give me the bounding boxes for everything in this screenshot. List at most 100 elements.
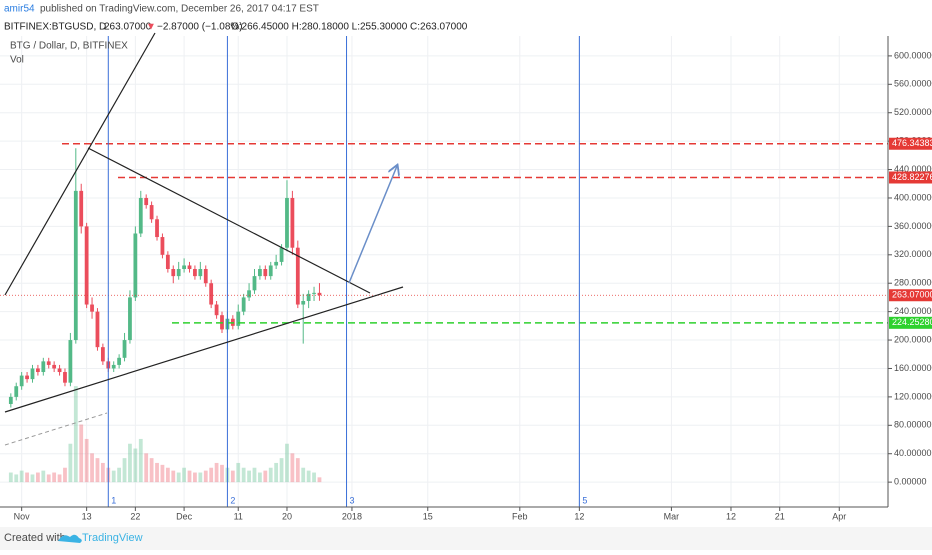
published: published on TradingView.com, December 2… (40, 4, 319, 15)
last-price: 263.07000 (104, 22, 152, 33)
candle-body (301, 300, 306, 305)
price-tag-label: 428.82276 (892, 172, 932, 182)
x-tick-label: Mar (664, 511, 680, 521)
plot: 1 2 3 5 (0, 36, 888, 507)
y-tick-label: 200.00000 (894, 334, 932, 344)
volume-bar (79, 424, 84, 483)
candle-body (241, 297, 246, 312)
volume-bar (100, 462, 105, 483)
candle-body (14, 386, 19, 397)
price-tag (889, 171, 932, 184)
y-tick-label: 560.00000 (894, 79, 932, 89)
candle-body (68, 340, 73, 383)
candle-body (128, 297, 132, 341)
candle-body (90, 304, 94, 312)
x-tick-label: 21 (775, 511, 785, 521)
price-tag (889, 316, 932, 329)
y-tick-label: 440.00000 (894, 164, 932, 174)
volume-bar (25, 472, 29, 483)
candle-body (46, 361, 51, 365)
price-tag-label: 476.34383 (892, 138, 932, 148)
volume-bar (52, 472, 57, 483)
candle-body (268, 265, 273, 277)
volume-bar (279, 458, 284, 483)
candle-body (73, 190, 78, 341)
candle-body (84, 226, 89, 305)
candle-body (63, 372, 67, 383)
volume-bar (306, 470, 311, 483)
candle-body (290, 197, 295, 248)
volume-bar (214, 462, 219, 483)
candle-body (30, 368, 35, 380)
grid (0, 36, 888, 507)
candle-body (214, 304, 219, 316)
y-tick-label: 400.00000 (894, 192, 932, 202)
candle-body (252, 276, 257, 291)
candle-body (279, 247, 284, 262)
candle-body (8, 396, 13, 404)
volume-bar (160, 464, 165, 483)
volume-bar (155, 462, 159, 483)
candle-body (306, 293, 311, 301)
volume-bar (73, 386, 78, 483)
footer-brand[interactable]: TradingView (82, 532, 143, 544)
x-tick-label: Dec (176, 511, 193, 521)
volume-bar (128, 443, 132, 483)
volume-bar (295, 458, 300, 483)
candle-body (155, 219, 159, 238)
candle-body (236, 311, 241, 326)
candle-body (182, 265, 186, 270)
y-tick-label: 600.00000 (894, 50, 932, 60)
candle-body (144, 197, 149, 206)
candle-body (19, 375, 24, 387)
trend-line (87, 147, 371, 294)
candle-body (133, 233, 138, 298)
candle-body (198, 269, 203, 277)
volume-bar (19, 470, 24, 483)
y-tick-label: 320.00000 (894, 249, 932, 259)
volume-bar (63, 467, 67, 483)
candle-body (25, 375, 29, 380)
candle-body (187, 265, 192, 270)
candle-body (41, 361, 46, 373)
volume-bar (290, 453, 295, 483)
footer-bar (0, 527, 932, 550)
trend-line (4, 286, 404, 413)
candle-body (295, 247, 300, 305)
x-tick-label: Feb (512, 511, 528, 521)
author[interactable]: amir54 (4, 4, 35, 15)
candle-body (263, 269, 268, 277)
y-tick-label: 280.00000 (894, 278, 932, 288)
candle-body (100, 347, 105, 362)
change: −2.87000 (−1.08%) (157, 22, 243, 33)
volume-bar (95, 458, 100, 483)
price-tag (889, 137, 932, 150)
candle-body (95, 311, 100, 348)
volume-bar (247, 470, 251, 483)
y-tick-label: 120.00000 (894, 391, 932, 401)
candle-body (79, 190, 84, 227)
volume-bar (30, 474, 35, 483)
y-tick-label: 240.00000 (894, 306, 932, 316)
volume-bar (193, 472, 197, 483)
volume-bar (198, 472, 203, 483)
candle-body (165, 254, 170, 270)
x-tick-label: 12 (574, 511, 584, 521)
volume-bar (241, 467, 246, 483)
price-tag-label: 263.07000 (892, 290, 932, 300)
volume-bar (236, 462, 241, 483)
candle-body (149, 205, 154, 220)
x-tick-label: 22 (130, 511, 140, 521)
trend-line (4, 32, 156, 296)
trend-line (4, 412, 108, 446)
volume-bar (182, 467, 186, 483)
x-tick-label: 13 (82, 511, 92, 521)
volume-bar (258, 472, 262, 483)
x-tick-label: Apr (832, 511, 846, 521)
candle-body (36, 368, 40, 373)
volume-bar (90, 453, 94, 483)
candle-body (247, 290, 251, 298)
candle-body (171, 269, 176, 277)
volume-bar (8, 472, 13, 483)
volume-bar (317, 477, 322, 483)
